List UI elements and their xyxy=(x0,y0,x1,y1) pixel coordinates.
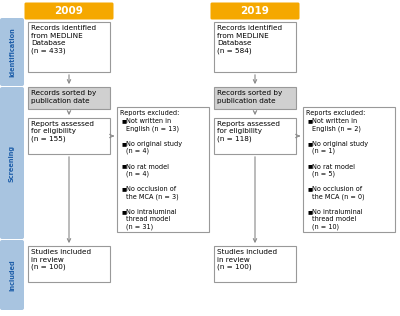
Text: ■: ■ xyxy=(307,186,312,191)
Text: Not written in
English (n = 2): Not written in English (n = 2) xyxy=(312,118,361,131)
Text: Reports assessed
for eligibility
(n = 155): Reports assessed for eligibility (n = 15… xyxy=(31,121,94,143)
Bar xyxy=(28,246,110,282)
Text: Studies included
in review
(n = 100): Studies included in review (n = 100) xyxy=(31,249,91,270)
FancyBboxPatch shape xyxy=(0,240,24,310)
Text: 2009: 2009 xyxy=(54,6,84,16)
Text: ■: ■ xyxy=(121,118,126,123)
FancyBboxPatch shape xyxy=(24,3,114,20)
Text: ■: ■ xyxy=(121,164,126,169)
Text: Screening: Screening xyxy=(9,144,15,181)
Text: Reports assessed
for eligibility
(n = 118): Reports assessed for eligibility (n = 11… xyxy=(217,121,280,143)
Text: Records sorted by
publication date: Records sorted by publication date xyxy=(217,90,282,104)
Bar xyxy=(214,22,296,72)
Bar xyxy=(214,87,296,109)
Text: Records identified
from MEDLINE
Database
(n = 584): Records identified from MEDLINE Database… xyxy=(217,25,282,54)
Text: Not written in
English (n = 13): Not written in English (n = 13) xyxy=(126,118,179,131)
FancyBboxPatch shape xyxy=(0,18,24,86)
Text: 2019: 2019 xyxy=(240,6,270,16)
Bar xyxy=(117,107,209,232)
Text: No original study
(n = 1): No original study (n = 1) xyxy=(312,141,368,154)
Text: ■: ■ xyxy=(307,164,312,169)
Text: Records sorted by
publication date: Records sorted by publication date xyxy=(31,90,96,104)
Bar xyxy=(28,87,110,109)
Text: ■: ■ xyxy=(121,186,126,191)
Bar xyxy=(303,107,395,232)
Bar xyxy=(28,22,110,72)
Bar xyxy=(214,246,296,282)
Text: Included: Included xyxy=(9,259,15,291)
FancyBboxPatch shape xyxy=(0,87,24,239)
Text: No occlusion of
the MCA (n = 3): No occlusion of the MCA (n = 3) xyxy=(126,186,179,200)
Text: Records identified
from MEDLINE
Database
(n = 433): Records identified from MEDLINE Database… xyxy=(31,25,96,54)
Text: No original study
(n = 4): No original study (n = 4) xyxy=(126,141,182,154)
Bar xyxy=(214,118,296,154)
Text: No occlusion of
the MCA (n = 0): No occlusion of the MCA (n = 0) xyxy=(312,186,364,200)
Text: No rat model
(n = 5): No rat model (n = 5) xyxy=(312,164,355,177)
Text: Identification: Identification xyxy=(9,27,15,77)
Text: ■: ■ xyxy=(121,209,126,214)
Text: Studies included
in review
(n = 100): Studies included in review (n = 100) xyxy=(217,249,277,270)
Text: ■: ■ xyxy=(307,209,312,214)
Text: No intraluminal
thread model
(n = 10): No intraluminal thread model (n = 10) xyxy=(312,209,363,230)
Text: Reports excluded:: Reports excluded: xyxy=(306,110,365,116)
Text: No rat model
(n = 4): No rat model (n = 4) xyxy=(126,164,169,177)
Text: ■: ■ xyxy=(121,141,126,146)
Text: Reports excluded:: Reports excluded: xyxy=(120,110,179,116)
Text: ■: ■ xyxy=(307,118,312,123)
FancyBboxPatch shape xyxy=(210,3,300,20)
Text: No intraluminal
thread model
(n = 31): No intraluminal thread model (n = 31) xyxy=(126,209,177,230)
Bar xyxy=(28,118,110,154)
Text: ■: ■ xyxy=(307,141,312,146)
